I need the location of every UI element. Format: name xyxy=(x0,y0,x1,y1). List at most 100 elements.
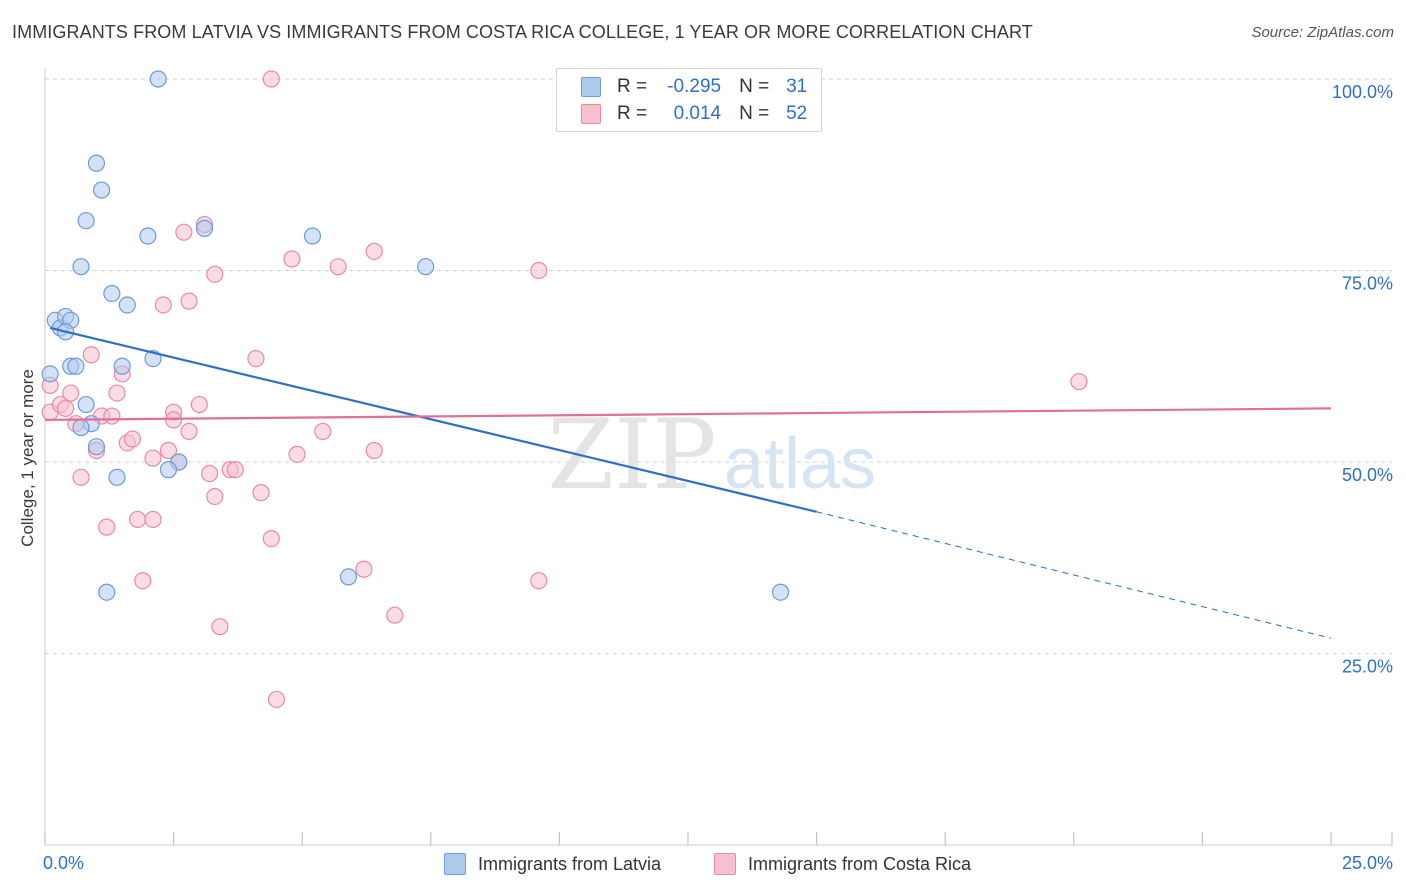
costa-rica-point xyxy=(226,461,244,479)
costa-rica-point xyxy=(180,292,198,310)
costa-rica-point xyxy=(180,422,198,440)
latvia-trend-line xyxy=(49,326,817,513)
costa-rica-point xyxy=(98,518,116,536)
x-tick-label: 0.0% xyxy=(43,853,84,873)
latvia-point xyxy=(417,258,435,276)
costa-rica-point xyxy=(355,560,373,578)
costa-rica-point xyxy=(211,618,229,636)
latvia-point xyxy=(118,296,136,314)
latvia-point xyxy=(771,583,790,601)
watermark-atlas: atlas xyxy=(724,424,876,504)
bottom-legend-costa-rica: Immigrants from Costa Rica xyxy=(714,850,971,878)
latvia-point xyxy=(113,357,131,375)
costa-rica-point xyxy=(267,690,286,709)
costa-rica-point xyxy=(56,399,75,417)
latvia-point xyxy=(67,357,85,375)
costa-rica-point xyxy=(159,441,178,460)
legend-row-latvia: R = -0.295 N = 31 xyxy=(581,75,807,99)
grid-lines xyxy=(45,78,1392,654)
costa-rica-point xyxy=(206,265,224,283)
latvia-point xyxy=(87,438,106,456)
costa-rica-point xyxy=(103,407,121,425)
costa-rica-point xyxy=(206,487,224,506)
correlation-legend: R = -0.295 N = 31 R = 0.014 N = 52 xyxy=(556,68,822,132)
y-tick-label: 25.0% xyxy=(1342,657,1393,677)
latvia-legend-swatch xyxy=(444,853,466,875)
latvia-point xyxy=(41,365,59,383)
costa-rica-point xyxy=(247,349,265,368)
costa-rica-point xyxy=(123,430,142,448)
costa-rica-point xyxy=(365,242,383,260)
costa-rica-point xyxy=(262,70,280,88)
latvia-point xyxy=(159,461,178,479)
latvia-point xyxy=(149,70,167,88)
chart-title: IMMIGRANTS FROM LATVIA VS IMMIGRANTS FRO… xyxy=(12,22,1033,42)
latvia-swatch xyxy=(581,77,601,97)
y-tick-label: 50.0% xyxy=(1342,465,1393,485)
costa-rica-point xyxy=(283,250,301,268)
costa-rica-point xyxy=(108,384,126,402)
costa-rica-point xyxy=(175,223,193,241)
legend-r-value: -0.295 xyxy=(667,76,722,97)
legend-n-value: 52 xyxy=(786,103,808,124)
costa-rica-legend-swatch xyxy=(714,853,736,875)
legend-row-costa-rica: R = 0.014 N = 52 xyxy=(581,102,807,126)
legend-n-value: 31 xyxy=(786,76,808,97)
costa-rica-point xyxy=(128,510,147,529)
costa-rica-point xyxy=(72,468,90,486)
costa-rica-point xyxy=(82,346,100,364)
latvia-legend-label: Immigrants from Latvia xyxy=(478,853,662,874)
costa-rica-point xyxy=(190,395,208,414)
latvia-point xyxy=(72,418,90,437)
legend-r-label: R = xyxy=(617,103,648,124)
costa-rica-trend-line xyxy=(44,407,1332,421)
costa-rica-point xyxy=(62,384,80,402)
bottom-legend-latvia: Immigrants from Latvia xyxy=(444,850,661,878)
latvia-point xyxy=(108,468,126,486)
costa-rica-point xyxy=(1070,372,1088,391)
costa-rica-point xyxy=(329,258,347,276)
costa-rica-point xyxy=(262,529,280,548)
costa-rica-point xyxy=(201,464,219,483)
tick-labels: 100.0% 75.0% 50.0% 25.0% 0.0% 25.0% xyxy=(43,82,1393,873)
costa-rica-swatch xyxy=(581,104,601,124)
costa-rica-point xyxy=(154,296,172,314)
costa-rica-point xyxy=(530,261,548,280)
legend-n-label: N = xyxy=(739,103,770,124)
latvia-point xyxy=(92,181,111,199)
latvia-point xyxy=(303,227,322,245)
y-tick-label: 75.0% xyxy=(1342,274,1393,294)
costa-rica-point xyxy=(134,572,152,590)
costa-rica-point xyxy=(386,606,404,624)
latvia-points xyxy=(41,70,790,601)
costa-rica-legend-label: Immigrants from Costa Rica xyxy=(748,853,972,874)
latvia-point xyxy=(77,395,95,414)
legend-r-label: R = xyxy=(617,76,648,97)
axes xyxy=(44,68,1393,846)
latvia-point xyxy=(195,219,214,237)
latvia-point xyxy=(103,284,121,303)
costa-rica-point xyxy=(288,445,306,463)
costa-rica-point xyxy=(530,572,548,590)
costa-rica-point xyxy=(252,484,270,502)
latvia-point xyxy=(87,154,106,172)
latvia-trend-extension xyxy=(816,511,1332,639)
legend-r-value: 0.014 xyxy=(673,103,722,124)
costa-rica-point xyxy=(144,510,162,529)
x-tick-label: 25.0% xyxy=(1342,853,1393,873)
y-axis-label: College, 1 year or more xyxy=(18,369,37,547)
latvia-point xyxy=(139,227,157,245)
y-tick-label: 100.0% xyxy=(1332,82,1393,102)
costa-rica-point xyxy=(314,422,332,440)
latvia-point xyxy=(72,258,90,276)
legend-n-label: N = xyxy=(739,76,770,97)
latvia-point xyxy=(339,568,358,586)
trend-lines xyxy=(44,326,1332,639)
source-label: Source: ZipAtlas.com xyxy=(1251,24,1394,41)
costa-rica-points xyxy=(41,70,1088,709)
costa-rica-point xyxy=(365,441,383,460)
latvia-point xyxy=(77,212,95,230)
costa-rica-point xyxy=(144,449,162,467)
latvia-point xyxy=(98,583,116,601)
